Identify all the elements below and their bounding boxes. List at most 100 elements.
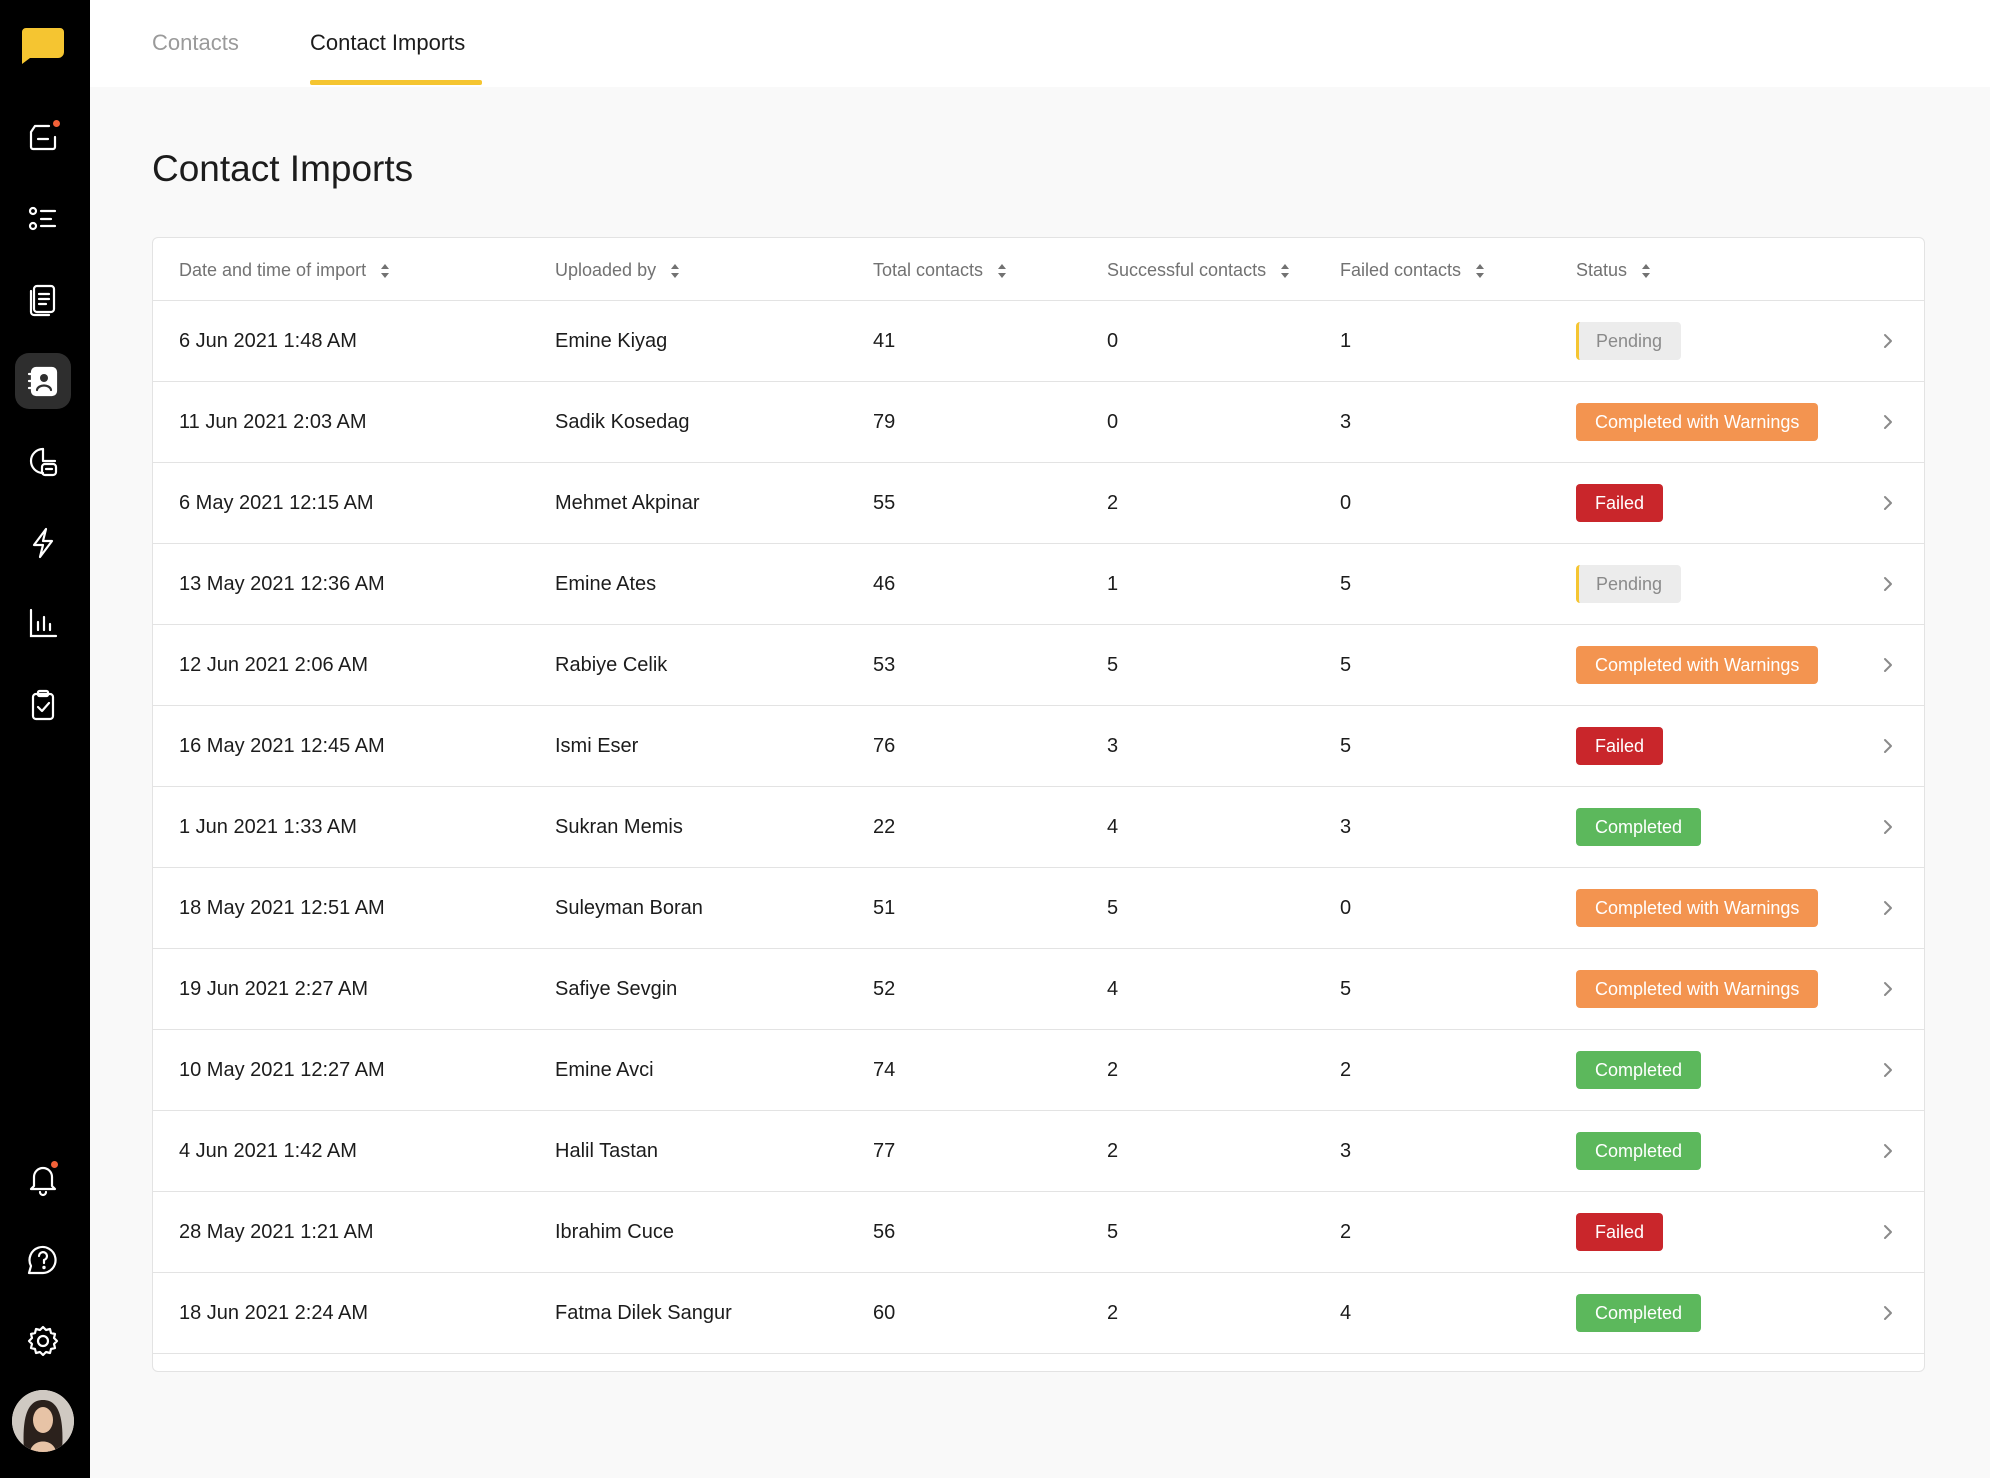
chevron-right-icon[interactable] [1881,817,1895,837]
cell-uploaded-by: Emine Avci [555,1059,654,1081]
table-row[interactable]: 10 May 2021 12:27 AM Emine Avci 74 2 2 Comple… [153,1030,1924,1111]
cell-successful-contacts: 2 [1107,1059,1119,1081]
cell-total-contacts: 41 [873,330,896,352]
cell-uploaded-by: Sadik Kosedag [555,411,690,433]
column-header-total-contacts[interactable]: Total contacts [873,260,1007,281]
cell-uploaded-by: Mehmet Akpinar [555,492,700,514]
cell-uploaded-by: Emine Ates [555,573,657,595]
tasks-clipboard-icon [31,689,55,721]
cell-total-contacts: 60 [873,1302,896,1324]
sidebar-item-analytics[interactable] [15,596,71,652]
cell-successful-contacts: 2 [1107,1140,1119,1162]
inbox-icon [29,124,57,151]
tab-contact-imports[interactable]: Contact Imports [310,30,466,55]
status-badge: Failed [1576,727,1664,765]
table-header: Date and time of import Uploaded by Tota… [153,238,1924,301]
table-row[interactable]: 18 May 2021 12:51 AM Suleyman Boran 51 5 0 Co… [153,868,1924,949]
table-row[interactable]: 13 May 2021 12:36 AM Emine Ates 46 1 5 Pendin… [153,544,1924,625]
app-logo-icon[interactable] [20,26,66,66]
cell-uploaded-by: Ibrahim Cuce [555,1221,674,1243]
column-header-status[interactable]: Status [1576,260,1651,281]
sidebar-item-help[interactable] [15,1232,71,1288]
cell-date: 28 May 2021 1:21 AM [179,1221,374,1243]
cell-failed-contacts: 2 [1340,1059,1352,1081]
column-header-successful-contacts[interactable]: Successful contacts [1107,260,1290,281]
chevron-right-icon[interactable] [1881,979,1895,999]
sidebar-item-notifications[interactable] [15,1151,71,1207]
cell-total-contacts: 79 [873,411,896,433]
cell-date: 16 May 2021 12:45 AM [179,735,385,757]
cell-uploaded-by: Rabiye Celik [555,654,668,676]
tab-contacts[interactable]: Contacts [152,30,239,55]
sidebar-item-list[interactable] [15,191,71,247]
cell-failed-contacts: 0 [1340,897,1352,919]
sidebar-item-inbox[interactable] [15,110,71,166]
cell-date: 6 Jun 2021 1:48 AM [179,330,357,352]
cell-failed-contacts: 5 [1340,978,1352,1000]
cell-total-contacts: 76 [873,735,896,757]
top-tab-bar: Contacts Contact Imports [90,0,1990,87]
cell-date: 13 May 2021 12:36 AM [179,573,385,595]
sidebar-item-documents[interactable] [15,272,71,328]
chevron-right-icon[interactable] [1881,412,1895,432]
bell-icon [29,1166,57,1197]
cell-uploaded-by: Sukran Memis [555,816,683,838]
chevron-right-icon[interactable] [1881,1141,1895,1161]
chevron-right-icon[interactable] [1881,1060,1895,1080]
cell-total-contacts: 56 [873,1221,896,1243]
chevron-right-icon[interactable] [1881,493,1895,513]
table-row[interactable]: 6 Jun 2021 1:48 AM Emine Kiyag 41 0 1 Pending [153,301,1924,382]
chevron-right-icon[interactable] [1881,898,1895,918]
sidebar-item-contacts[interactable] [15,353,71,409]
sort-icon [1642,263,1651,278]
chevron-right-icon[interactable] [1881,1222,1895,1242]
help-icon [27,1245,57,1275]
chevron-right-icon[interactable] [1881,1303,1895,1323]
cell-date: 18 May 2021 12:51 AM [179,897,385,919]
cell-uploaded-by: Halil Tastan [555,1140,659,1162]
notification-dot [49,1159,60,1170]
cell-date: 18 Jun 2021 2:24 AM [179,1302,369,1324]
inbox-notification-dot [51,118,62,129]
cell-date: 1 Jun 2021 1:33 AM [179,816,357,838]
page-title: Contact Imports [152,148,414,189]
column-header-date[interactable]: Date and time of import [179,260,390,281]
cell-failed-contacts: 0 [1340,492,1352,514]
cell-total-contacts: 55 [873,492,896,514]
cell-failed-contacts: 5 [1340,654,1352,676]
status-badge: Pending [1576,322,1682,360]
cell-successful-contacts: 0 [1107,411,1119,433]
status-badge: Completed with Warnings [1576,889,1819,927]
table-row[interactable]: 19 Jun 2021 2:27 AM Safiye Sevgin 52 4 5 Comp… [153,949,1924,1030]
column-header-failed-contacts[interactable]: Failed contacts [1340,260,1485,281]
sidebar-item-automation[interactable] [15,515,71,571]
cell-uploaded-by: Emine Kiyag [555,330,668,352]
cell-successful-contacts: 1 [1107,573,1119,595]
cell-successful-contacts: 3 [1107,735,1119,757]
chevron-right-icon[interactable] [1881,574,1895,594]
chevron-right-icon[interactable] [1881,655,1895,675]
sidebar-item-settings[interactable] [15,1313,71,1369]
cell-failed-contacts: 2 [1340,1221,1352,1243]
column-header-uploaded-by[interactable]: Uploaded by [555,260,680,281]
chevron-right-icon[interactable] [1881,331,1895,351]
cell-uploaded-by: Fatma Dilek Sangur [555,1302,732,1324]
table-row[interactable]: 28 May 2021 1:21 AM Ibrahim Cuce 56 5 2 Faile… [153,1192,1924,1273]
table-row[interactable]: 6 May 2021 12:15 AM Mehmet Akpinar 55 2 0 Fai… [153,463,1924,544]
cell-successful-contacts: 4 [1107,978,1119,1000]
table-row[interactable]: 1 Jun 2021 1:33 AM Sukran Memis 22 4 3 Comple… [153,787,1924,868]
status-badge: Failed [1576,484,1664,522]
cell-uploaded-by: Ismi Eser [555,735,639,757]
sidebar-item-reports[interactable] [15,434,71,490]
list-icon [28,206,57,231]
table-row[interactable]: 11 Jun 2021 2:03 AM Sadik Kosedag 79 0 3 Comp… [153,382,1924,463]
chevron-right-icon[interactable] [1881,736,1895,756]
table-row[interactable]: 12 Jun 2021 2:06 AM Rabiye Celik 53 5 5 Compl… [153,625,1924,706]
sidebar-item-tasks[interactable] [15,677,71,733]
cell-successful-contacts: 2 [1107,492,1119,514]
avatar[interactable] [12,1390,74,1452]
status-badge: Completed with Warnings [1576,646,1819,684]
table-row[interactable]: 16 May 2021 12:45 AM Ismi Eser 76 3 5 Failed [153,706,1924,787]
table-row[interactable]: 18 Jun 2021 2:24 AM Fatma Dilek Sangur 60 2… [153,1273,1924,1354]
table-row[interactable]: 4 Jun 2021 1:42 AM Halil Tastan 77 2 3 Comple… [153,1111,1924,1192]
